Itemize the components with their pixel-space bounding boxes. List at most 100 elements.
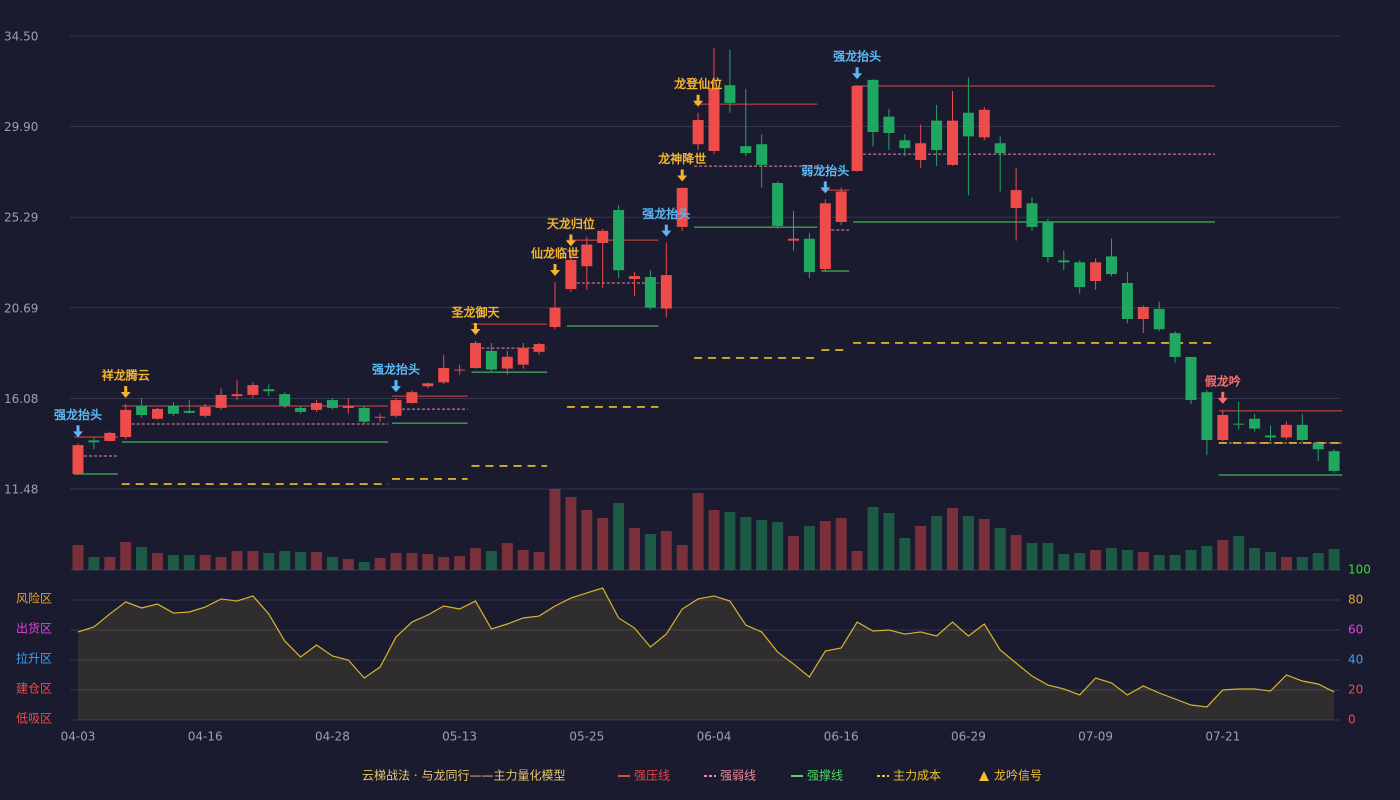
volume-bar	[406, 553, 418, 570]
candle-body	[120, 409, 132, 438]
signal-arrow	[550, 263, 560, 276]
volume-bar	[835, 518, 847, 570]
candle-body	[867, 79, 879, 133]
volume-bar	[740, 517, 752, 570]
y-tick-label: 100	[1348, 563, 1371, 577]
volume-bar	[167, 555, 179, 570]
volume-bar	[470, 548, 481, 570]
volume-bar	[215, 557, 227, 570]
candle-body	[931, 120, 943, 151]
volume-bar	[708, 510, 720, 570]
candle-body	[629, 276, 640, 280]
candle-body	[358, 407, 370, 422]
candle-body	[581, 244, 593, 267]
candle-body	[374, 416, 386, 418]
signal-label: 祥龙腾云	[102, 367, 150, 382]
volume-bar	[390, 553, 402, 570]
candle-body	[533, 343, 545, 352]
candle-body	[136, 405, 148, 416]
candle-body	[311, 403, 322, 410]
y-tick-label: 34.50	[4, 30, 38, 44]
candle-body	[740, 146, 752, 154]
candle-body	[1153, 308, 1165, 330]
signal-arrow	[120, 385, 131, 398]
candle-body	[644, 277, 656, 308]
candle-body	[390, 400, 402, 416]
candle-body	[899, 140, 911, 149]
volume-bar	[613, 503, 625, 570]
candle-body	[883, 116, 895, 134]
candle-body	[1249, 418, 1261, 429]
candle-body	[406, 392, 418, 404]
y-tick-label: 80	[1348, 593, 1363, 607]
volume-bar	[1328, 549, 1340, 570]
volume-bar	[724, 512, 736, 570]
volume-bar	[1217, 540, 1229, 570]
candle-body	[565, 259, 577, 290]
volume-bar	[183, 555, 195, 570]
candle-body	[915, 143, 927, 160]
candle-body	[947, 120, 958, 165]
candle-body	[597, 230, 609, 244]
candle-body	[803, 238, 815, 273]
volume-bar	[1201, 546, 1213, 570]
volume-bar	[772, 522, 784, 570]
candle-body	[485, 350, 497, 370]
candle-body	[613, 209, 625, 271]
signal-arrow	[565, 234, 576, 247]
volume-bar	[1106, 548, 1117, 570]
candle-body	[438, 367, 450, 383]
volume-bar	[581, 510, 593, 570]
volume-bar	[867, 507, 879, 570]
candle-body	[788, 238, 799, 241]
candle-body	[835, 191, 847, 222]
volume-bar	[549, 489, 561, 570]
volume-bar	[533, 552, 545, 570]
signal-arrow	[677, 169, 688, 182]
candle-body	[1185, 356, 1197, 401]
legend-label: 强弱线	[720, 769, 756, 783]
candle-body	[231, 394, 243, 397]
signal-arrow	[470, 323, 481, 336]
candle-body	[676, 187, 688, 227]
volume-bar	[788, 536, 799, 570]
candle-body	[1201, 392, 1213, 441]
volume-bar	[1026, 543, 1038, 570]
volume-bar	[72, 545, 84, 570]
volume-bar	[501, 543, 513, 570]
signal-label: 弱龙抬头	[801, 163, 849, 178]
x-tick-label: 04-28	[315, 730, 350, 744]
candle-body	[994, 143, 1006, 154]
volume-bar	[152, 553, 163, 570]
legend-label: 强撑线	[807, 768, 843, 783]
volume-bar	[485, 551, 497, 570]
legend-swatch	[979, 771, 989, 781]
candle-body	[819, 203, 831, 269]
candle-body	[1265, 435, 1276, 438]
candle-body	[263, 389, 275, 392]
y-tick-label: 29.90	[4, 120, 38, 134]
volume-bar	[88, 557, 100, 570]
volume-bar	[851, 551, 863, 570]
candle-body	[422, 383, 434, 387]
signal-label: 强龙抬头	[833, 49, 881, 64]
signal-arrow	[693, 94, 704, 107]
volume-bar	[1169, 555, 1181, 570]
volume-bar	[629, 528, 640, 570]
volume-bar	[311, 552, 322, 570]
volume-bar	[1185, 550, 1197, 570]
candle-body	[199, 406, 211, 416]
candle-body	[549, 307, 561, 328]
y-tick-label: 20.69	[4, 301, 38, 315]
candle-body	[167, 405, 179, 414]
candle-body	[756, 144, 768, 165]
volume-bar	[994, 528, 1006, 570]
candle-body	[88, 440, 100, 443]
candle-body	[1010, 190, 1022, 208]
candle-body	[279, 394, 291, 406]
volume-bar	[438, 557, 450, 570]
volume-bar	[978, 519, 990, 570]
candle-body	[962, 112, 974, 137]
candle-body	[660, 275, 672, 309]
candle-body	[342, 405, 354, 408]
